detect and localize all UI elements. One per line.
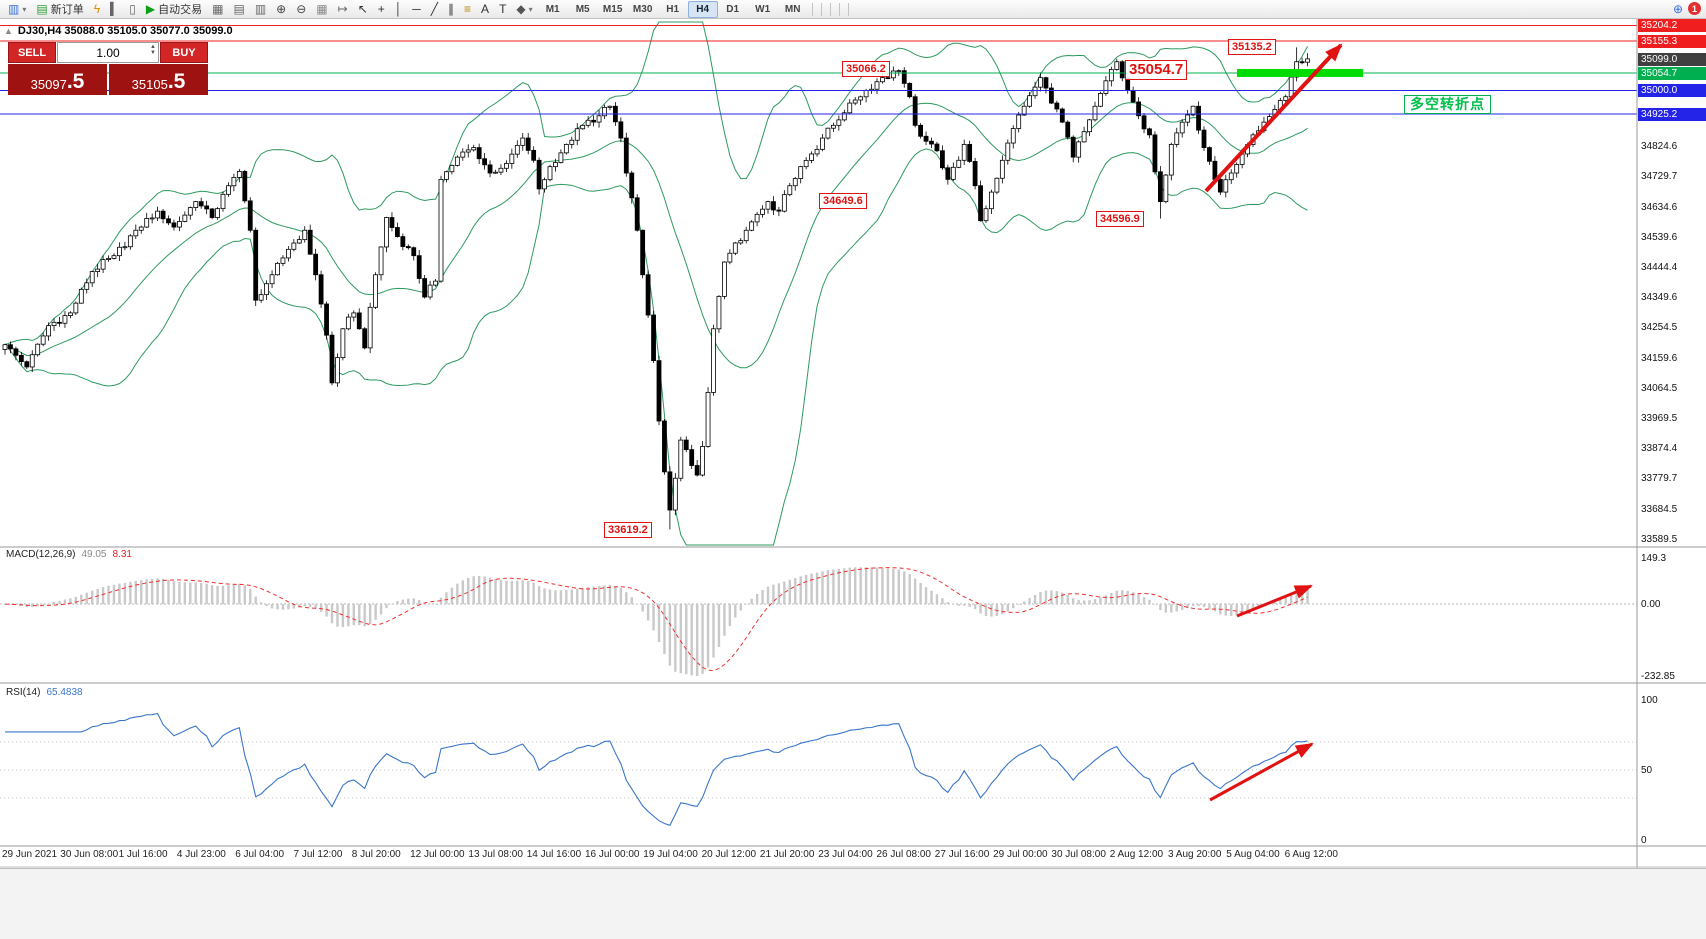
candles-icon: ▯ <box>129 2 136 16</box>
trendline-button[interactable]: ╱ <box>426 0 443 19</box>
candle-chart-icon: ▥ <box>8 2 20 16</box>
text-button[interactable]: A <box>476 0 494 19</box>
play-green-icon: ▶ <box>145 2 156 16</box>
volume-down-icon[interactable]: ▼ <box>150 50 156 56</box>
sell-price[interactable]: 35097.5 <box>8 64 107 95</box>
timeframe-m5-button[interactable]: M5 <box>575 3 590 15</box>
new-order-button[interactable]: ▤ 新订单 <box>31 0 88 19</box>
chart-shift-button[interactable]: ↦ <box>333 0 353 19</box>
tile-icon: ▦ <box>212 2 224 16</box>
volume-input[interactable]: 1.00 ▲ ▼ <box>57 42 159 63</box>
hline-icon: ─ <box>412 2 421 16</box>
vline-icon: │ <box>394 2 403 16</box>
equidistant-channel-button[interactable]: ∥ <box>443 0 459 19</box>
auto-trading-button[interactable]: ▶ 自动交易 <box>141 0 207 19</box>
toolbar-separator <box>847 2 849 16</box>
crosshair-icon: + <box>377 2 385 16</box>
toolbar-right: ⊕ 1 <box>1673 2 1701 15</box>
fibo-icon: ≡ <box>464 2 472 16</box>
timeframe-m30-button[interactable]: M30 <box>632 3 653 15</box>
bars-icon: ▍ <box>110 2 120 16</box>
toolbar-separator <box>811 2 813 16</box>
new-order-label: 新订单 <box>50 4 84 16</box>
fibonacci-button[interactable]: ≡ <box>459 0 476 19</box>
chart-candles-button[interactable]: ▯ <box>124 0 141 19</box>
toolbar: ▥ ▾ ▤ 新订单 ϟ ▍ ▯ ▶ 自动交易 ▦ ▤ ▥ ⊕ ⊖ ▦ ↦ ↖ + │ ─ ╱ ∥ ≡ A T ◆ ▾ M1 M5 M15 M… <box>0 0 1706 19</box>
bottom-panel <box>0 868 1706 939</box>
order-doc-icon: ▤ <box>36 2 48 16</box>
volume-up-icon[interactable]: ▲ <box>150 44 156 50</box>
volume-stepper[interactable]: ▲ ▼ <box>150 44 156 56</box>
sell-button[interactable]: SELL <box>8 42 56 63</box>
toolbar-separator <box>829 2 831 16</box>
timeframe-h1-button[interactable]: H1 <box>666 3 680 15</box>
rsi-value: 65.4838 <box>46 687 83 698</box>
timeframe-d1-button[interactable]: D1 <box>726 3 740 15</box>
caret-down-icon: ▾ <box>22 4 27 14</box>
macd-main-value: 49.05 <box>81 549 107 560</box>
caret-down-icon: ▾ <box>528 4 533 14</box>
timeframe-w1-button[interactable]: W1 <box>755 3 771 15</box>
zoom-out-button[interactable]: ⊖ <box>291 0 311 19</box>
text-t-icon: T <box>499 2 507 16</box>
rsi-name: RSI(14) <box>6 687 41 698</box>
cursor-button[interactable]: ↖ <box>353 0 373 19</box>
zoom-in-button[interactable]: ⊕ <box>271 0 291 19</box>
timeframe-m15-button[interactable]: M15 <box>602 3 623 15</box>
cursor-icon: ↖ <box>357 2 368 16</box>
chart-area[interactable]: 34824.6 34729.7 34634.6 34539.6 34444.4 34349… <box>0 19 1706 868</box>
auto-trading-label: 自动交易 <box>158 4 203 16</box>
collapse-icon[interactable]: ▲ <box>4 26 13 36</box>
symbol-ohlc-text: DJ30,H4 35088.0 35105.0 35077.0 35099.0 <box>17 25 233 37</box>
buy-price-big: .5 <box>167 70 186 93</box>
macd-name: MACD(12,26,9) <box>6 549 76 560</box>
toolbar-separator <box>838 2 840 16</box>
shapes-button[interactable]: ◆ ▾ <box>511 0 537 19</box>
new-chart-button[interactable]: ▥ ▾ <box>3 0 31 19</box>
cascade-icon: ▤ <box>233 2 245 16</box>
buy-price-small: 35105 <box>131 77 168 92</box>
metaeditor-button[interactable]: ϟ <box>89 0 105 19</box>
vertical-line-button[interactable]: │ <box>390 0 408 19</box>
price-chart-canvas[interactable] <box>0 19 1706 868</box>
text-label-button[interactable]: T <box>494 0 511 19</box>
buy-price[interactable]: 35105.5 <box>109 64 208 95</box>
zoom-out-icon: ⊖ <box>296 2 307 16</box>
channel-icon: ∥ <box>448 2 455 16</box>
rsi-label: RSI(14) 65.4838 <box>6 687 83 698</box>
chart-bars-button[interactable]: ▍ <box>105 0 124 19</box>
zoom-in-icon: ⊕ <box>276 2 287 16</box>
shift-icon: ↦ <box>337 2 348 16</box>
search-zoom-icon[interactable]: ⊕ <box>1672 1 1683 16</box>
grid-icon: ▦ <box>316 2 328 16</box>
horizontal-line-button[interactable]: ─ <box>407 0 426 19</box>
cascade-windows-button[interactable]: ▤ <box>228 0 249 19</box>
notification-badge[interactable]: 1 <box>1688 2 1701 15</box>
crosshair-button[interactable]: + <box>373 0 390 19</box>
one-click-trading-panel: SELL 1.00 ▲ ▼ BUY 35097.5 35105.5 <box>8 42 208 95</box>
macd-label: MACD(12,26,9) 49.05 8.31 <box>6 549 132 560</box>
toolbar-separator <box>820 2 822 16</box>
auto-scroll-button[interactable]: ▦ <box>311 0 332 19</box>
text-a-icon: A <box>481 2 490 16</box>
sell-price-small: 35097 <box>30 77 67 92</box>
lightning-icon: ϟ <box>93 2 101 16</box>
sell-price-big: .5 <box>66 70 85 93</box>
timeframe-mn-button[interactable]: MN <box>784 3 801 15</box>
timeframe-m1-button[interactable]: M1 <box>545 3 560 15</box>
arrange-windows-button[interactable]: ▥ <box>250 0 271 19</box>
shape-icon: ◆ <box>516 2 526 16</box>
macd-signal-value: 8.31 <box>112 549 132 560</box>
timeframe-h4-button[interactable]: H4 <box>687 0 718 18</box>
trend-icon: ╱ <box>430 2 439 16</box>
chart-ohlc-info: ▲ DJ30,H4 35088.0 35105.0 35077.0 35099.… <box>4 25 233 37</box>
buy-button[interactable]: BUY <box>160 42 208 63</box>
arrange-icon: ▥ <box>254 2 267 16</box>
volume-value[interactable]: 1.00 <box>96 45 120 60</box>
tile-windows-button[interactable]: ▦ <box>207 0 228 19</box>
